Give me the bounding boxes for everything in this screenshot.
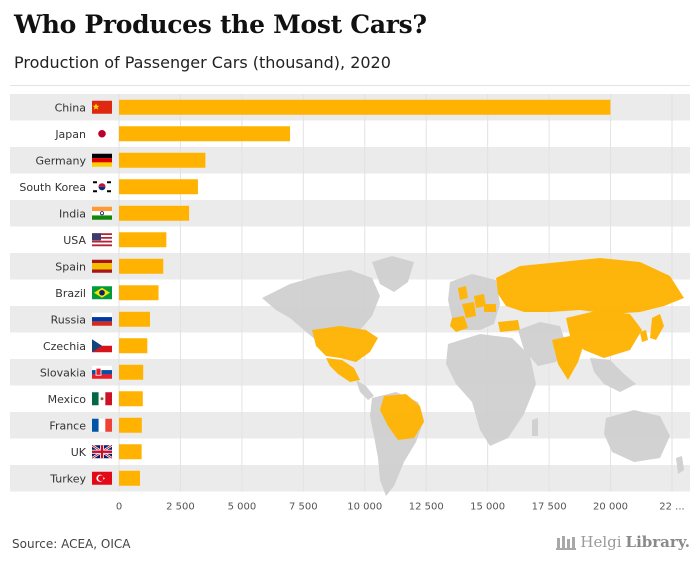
bar-czechia bbox=[119, 338, 148, 354]
x-tick-label: 5 000 bbox=[228, 502, 257, 513]
logo-text-a: Helgi bbox=[580, 533, 622, 551]
map-brazil bbox=[380, 394, 424, 440]
flag-china-icon bbox=[92, 100, 112, 114]
flag-south-korea-icon bbox=[92, 180, 112, 194]
bar-uk bbox=[119, 444, 142, 460]
category-label: Germany bbox=[35, 154, 86, 167]
category-label: Czechia bbox=[43, 340, 86, 353]
flag-germany-icon bbox=[92, 153, 112, 167]
bar-turkey bbox=[119, 470, 141, 486]
category-label: Slovakia bbox=[40, 366, 86, 379]
category-label: India bbox=[59, 207, 86, 220]
bar-chart: China Japan Germany South Korea India USA Spai… bbox=[10, 94, 690, 513]
x-tick-label: 7 500 bbox=[289, 502, 318, 513]
flag-japan-icon bbox=[92, 127, 112, 141]
bar-germany bbox=[119, 152, 206, 168]
flag-usa-icon bbox=[92, 233, 112, 247]
category-label: Brazil bbox=[55, 287, 86, 300]
category-label: China bbox=[55, 101, 86, 114]
map-south-korea bbox=[640, 330, 648, 342]
divider bbox=[10, 85, 690, 86]
bar-usa bbox=[119, 232, 167, 248]
bar-slovakia bbox=[119, 364, 144, 380]
source-note: Source: ACEA, OICA bbox=[12, 537, 131, 551]
category-label: UK bbox=[71, 446, 87, 459]
category-label: South Korea bbox=[19, 181, 86, 194]
bar-china bbox=[119, 99, 611, 115]
world-map bbox=[262, 256, 684, 496]
x-axis-ticks: 0 2 500 5 000 7 500 10 000 12 500 15 000 17 500… bbox=[116, 502, 685, 513]
map-turkey bbox=[498, 320, 520, 332]
map-spain bbox=[450, 316, 468, 332]
flag-slovakia-icon bbox=[92, 365, 112, 379]
map-southeast-asia bbox=[590, 358, 636, 392]
flag-mexico-icon bbox=[92, 392, 112, 406]
x-tick-label: 0 bbox=[116, 502, 122, 513]
flag-czechia-icon bbox=[92, 339, 112, 353]
x-tick-label: 17 500 bbox=[532, 502, 567, 513]
x-tick-label: 22 ... bbox=[659, 502, 684, 513]
category-labels: China Japan Germany South Korea India USA Spai… bbox=[19, 101, 86, 485]
flag-spain-icon bbox=[92, 259, 112, 273]
flags bbox=[91, 100, 113, 485]
bar-brazil bbox=[119, 285, 159, 301]
bar-france bbox=[119, 417, 142, 433]
x-tick-label: 20 000 bbox=[593, 502, 628, 513]
map-central-america bbox=[356, 380, 374, 400]
bar-india bbox=[119, 205, 190, 221]
map-australia bbox=[604, 410, 670, 462]
category-label: France bbox=[49, 419, 86, 432]
chart-subtitle: Production of Passenger Cars (thousand),… bbox=[14, 53, 391, 72]
bar-south-korea bbox=[119, 179, 198, 195]
x-tick-label: 2 500 bbox=[166, 502, 195, 513]
bar-japan bbox=[119, 126, 291, 142]
map-madagascar bbox=[532, 418, 538, 436]
map-japan bbox=[650, 314, 664, 340]
map-greenland bbox=[372, 256, 414, 292]
category-label: Russia bbox=[51, 313, 86, 326]
flag-france-icon bbox=[92, 418, 112, 432]
bar-russia bbox=[119, 311, 150, 327]
map-russia bbox=[496, 258, 684, 314]
bar-mexico bbox=[119, 391, 143, 407]
library-icon bbox=[556, 536, 577, 550]
map-czechia-slovakia bbox=[484, 304, 496, 312]
flag-russia-icon bbox=[92, 312, 112, 326]
category-label: Turkey bbox=[49, 472, 86, 485]
map-china bbox=[566, 310, 642, 358]
category-label: Spain bbox=[55, 260, 86, 273]
category-label: Japan bbox=[54, 128, 86, 141]
map-india bbox=[552, 336, 584, 380]
map-germany bbox=[474, 294, 486, 308]
x-tick-label: 15 000 bbox=[470, 502, 505, 513]
category-label: USA bbox=[63, 234, 86, 247]
x-tick-label: 10 000 bbox=[347, 502, 382, 513]
map-new-zealand bbox=[676, 456, 684, 474]
map-uk bbox=[458, 286, 468, 300]
bars bbox=[119, 99, 611, 486]
map-middle-east bbox=[518, 322, 566, 366]
map-mexico bbox=[326, 358, 360, 382]
map-france bbox=[462, 302, 476, 318]
logo-text-b: Library. bbox=[625, 533, 690, 551]
chart-title: Who Produces the Most Cars? bbox=[14, 10, 427, 39]
flag-brazil-icon bbox=[92, 286, 112, 300]
bar-spain bbox=[119, 258, 164, 274]
map-usa bbox=[312, 326, 378, 362]
category-label: Mexico bbox=[48, 393, 87, 406]
flag-turkey-icon bbox=[92, 471, 112, 485]
helgi-library-logo: Helgi Library. bbox=[556, 533, 690, 551]
x-tick-label: 12 500 bbox=[409, 502, 444, 513]
flag-uk-icon bbox=[91, 444, 113, 460]
map-africa bbox=[446, 334, 536, 446]
flag-india-icon bbox=[92, 206, 112, 220]
